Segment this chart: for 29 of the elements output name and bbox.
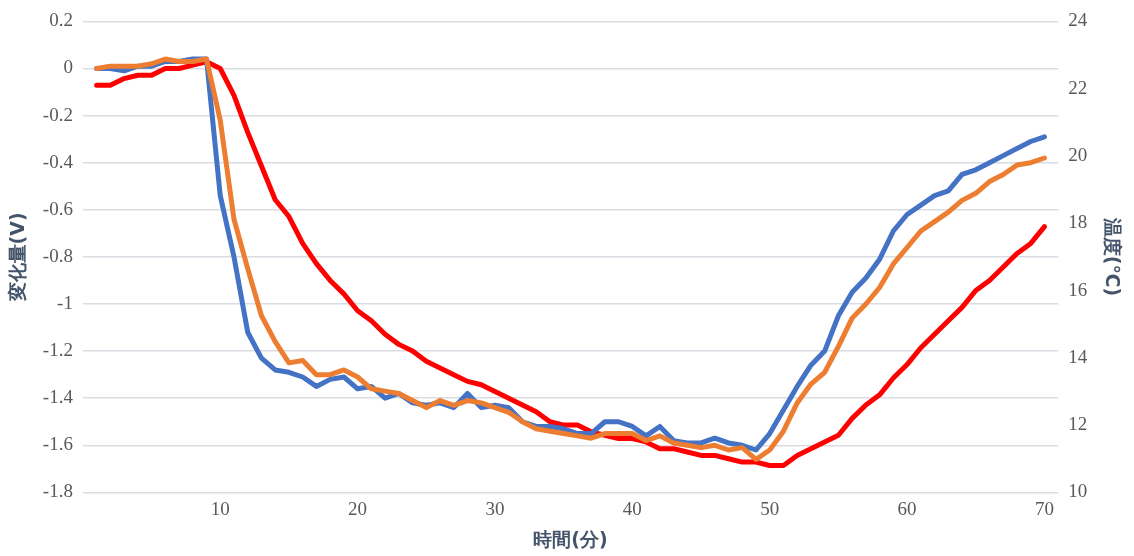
y-tick-label: -0.8	[42, 244, 73, 266]
x-tick-label: 30	[485, 497, 505, 519]
y-tick-label: -1.8	[42, 480, 73, 502]
x-tick-label: 20	[348, 497, 368, 519]
y2-tick-label: 12	[1068, 413, 1088, 435]
y-tick-label: -1.2	[42, 339, 73, 361]
y-tick-label: -0.4	[42, 150, 74, 172]
y-tick-label: -1	[57, 291, 73, 313]
x-tick-label: 50	[760, 497, 780, 519]
x-tick-label: 10	[210, 497, 230, 519]
y-tick-label: -0.2	[42, 103, 73, 125]
y-tick-label: -0.6	[42, 197, 73, 219]
y-tick-label: -1.4	[42, 386, 74, 408]
x-axis-title: 時間(分)	[533, 527, 608, 550]
y2-tick-label: 20	[1068, 143, 1088, 165]
y2-tick-label: 18	[1068, 211, 1088, 233]
y-axis-title: 変化量(V)	[6, 212, 29, 303]
y2-tick-label: 22	[1068, 76, 1088, 98]
y2-tick-label: 10	[1068, 480, 1088, 502]
y2-tick-label: 24	[1068, 9, 1088, 31]
y-tick-label: 0	[63, 56, 73, 78]
y-tick-label: -1.6	[42, 433, 73, 455]
x-tick-label: 60	[897, 497, 917, 519]
x-tick-label: 70	[1034, 497, 1054, 519]
y-tick-label: 0.2	[49, 9, 73, 31]
y2-tick-label: 14	[1068, 345, 1088, 367]
x-tick-label: 40	[622, 497, 642, 519]
y2-tick-label: 16	[1068, 278, 1088, 300]
y2-axis-title: 温度(℃)	[1101, 216, 1124, 297]
